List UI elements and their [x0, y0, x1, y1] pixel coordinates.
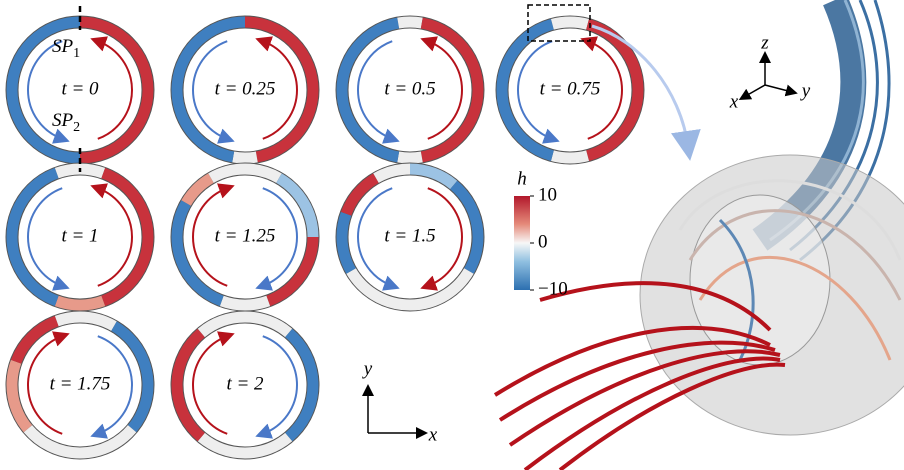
ring-segment: [346, 178, 376, 214]
axis-label: x: [428, 424, 438, 445]
flow-arrow: [98, 188, 132, 286]
ring-segment: [12, 173, 57, 301]
time-label: t = 0.25: [215, 78, 276, 99]
ring-segment: [57, 301, 104, 305]
axis-label: y: [362, 358, 373, 379]
ring-segment: [201, 317, 245, 333]
ring-segment: [177, 203, 222, 301]
colorbar-tick-label: 0: [538, 231, 548, 252]
sp-label: SP2: [52, 110, 80, 135]
colorbar: [514, 196, 530, 290]
flow-arrow: [28, 188, 62, 286]
ring-segment: [186, 178, 211, 203]
ring-segment: [245, 317, 289, 333]
flow-arrow: [98, 41, 132, 139]
time-label: t = 1: [61, 225, 98, 246]
sp-text: SP: [52, 36, 74, 57]
time-label: t = 1.5: [384, 225, 435, 246]
time-label: t = 1.75: [50, 373, 111, 394]
ring-segment: [211, 169, 245, 178]
ring-segment: [57, 317, 80, 321]
axis-label: y: [800, 80, 811, 101]
colorbar-title: h: [517, 168, 527, 189]
ring-segment: [80, 169, 103, 173]
ring-segment: [57, 169, 80, 173]
axis-label: z: [760, 32, 769, 53]
ring-segment: [351, 271, 469, 305]
render-3d: [495, 0, 904, 470]
ring-segment: [222, 301, 269, 305]
sp-sub: 2: [73, 120, 80, 135]
ring-segment: [398, 157, 422, 158]
ring-segment: [552, 156, 587, 158]
ring-segment: [398, 22, 410, 23]
colorbar-ticks: 10 0 −10: [530, 184, 568, 299]
axis-label: x: [729, 91, 739, 112]
axis-arrow: [765, 85, 792, 92]
sp-label: SP1: [52, 36, 80, 61]
ring-segment: [552, 22, 570, 24]
axis-arrow: [744, 85, 765, 97]
ring-segment: [80, 317, 114, 326]
ring-segment: [376, 169, 410, 178]
ring-segment: [233, 157, 257, 158]
ring-segment: [410, 22, 422, 23]
flow-arrow: [193, 336, 227, 434]
time-label: t = 0.75: [540, 78, 601, 99]
colorbar-tick-label: −10: [538, 278, 568, 299]
time-label: t = 0.5: [384, 78, 435, 99]
ring-segment: [570, 22, 588, 24]
ring-segment: [103, 173, 148, 301]
sp-sub: 1: [73, 46, 80, 61]
figure: t = 0 t = 0.25 t = 0.5 t = 0.75 t = 1 t = 1.2…: [0, 0, 904, 470]
time-label: t = 1.25: [215, 225, 276, 246]
time-label: t = 0: [61, 78, 99, 99]
ring-segment: [245, 169, 279, 178]
sp-text: SP: [52, 110, 74, 131]
colorbar-tick-label: 10: [538, 184, 557, 205]
flow-arrow: [263, 336, 297, 434]
ring-segment: [410, 169, 454, 185]
time-label: t = 2: [226, 373, 264, 394]
